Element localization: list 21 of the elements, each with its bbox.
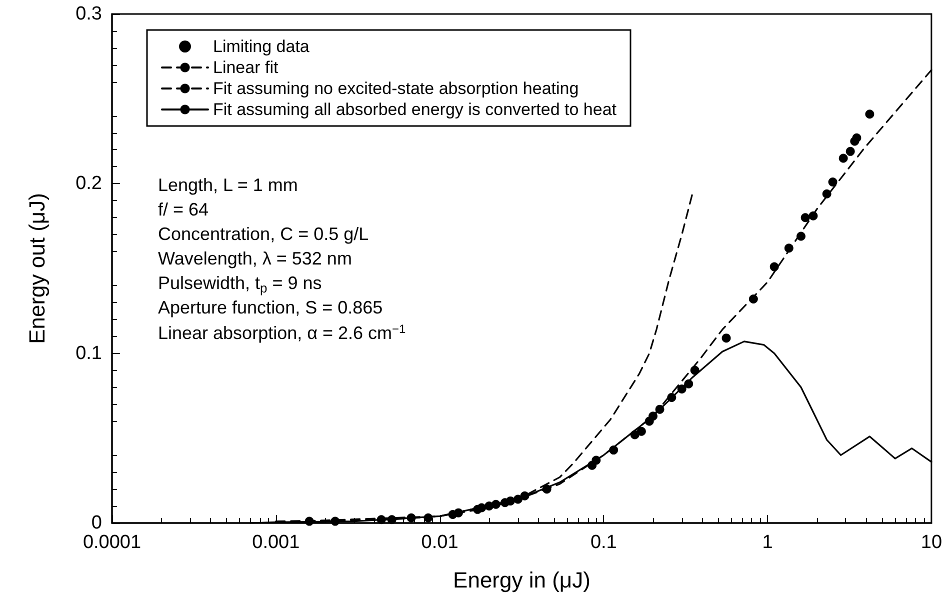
y-tick-label: 0.2 xyxy=(76,173,102,194)
annotation: Concentration, C = 0.5 g/L xyxy=(158,224,369,244)
legend-label: Limiting data xyxy=(213,37,310,56)
legend-label: Linear fit xyxy=(213,58,278,77)
annotation: f/ = 64 xyxy=(158,200,209,220)
x-tick-label: 0.01 xyxy=(421,532,458,553)
x-tick-label: 0.001 xyxy=(252,532,300,553)
annotation: Length, L = 1 mm xyxy=(158,175,298,195)
x-axis-title: Energy in (μJ) xyxy=(453,568,590,592)
x-tick-label: 10 xyxy=(920,532,942,553)
legend-label: Fit assuming no excited-state absorption heating xyxy=(213,79,579,98)
x-tick-label: 1 xyxy=(762,532,773,553)
y-tick-label: 0.3 xyxy=(76,4,102,24)
y-axis-title: Energy out (μJ) xyxy=(24,193,50,344)
y-tick-label: 0 xyxy=(91,512,102,534)
y-tick-label: 0.1 xyxy=(76,342,102,364)
annotation: Aperture function, S = 0.865 xyxy=(158,298,383,318)
x-tick-label: 0.1 xyxy=(590,532,617,553)
annotation: Wavelength, λ = 532 nm xyxy=(158,248,352,268)
x-tick-label: 0.0001 xyxy=(82,532,142,553)
legend-label: Fit assuming all absorbed energy is converted to heat xyxy=(213,100,617,119)
